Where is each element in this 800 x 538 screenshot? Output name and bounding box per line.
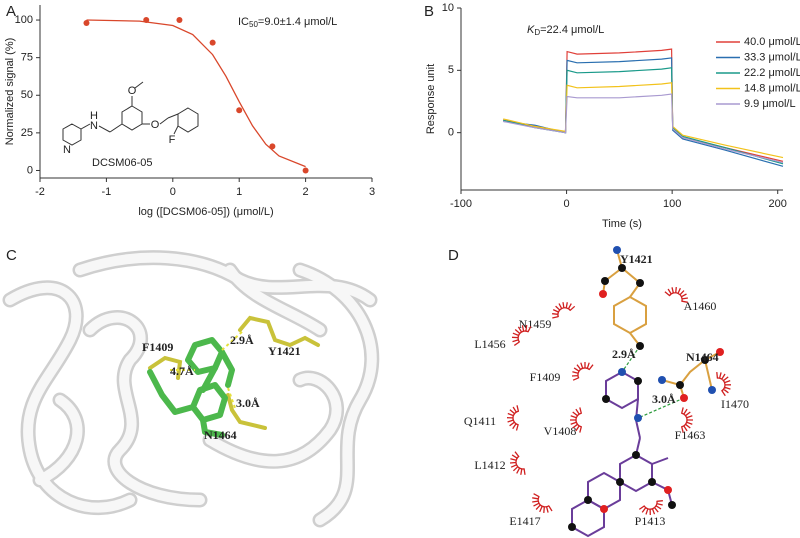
x-tick-label: -1 — [102, 186, 112, 198]
hydrophobic-contact — [638, 500, 663, 516]
molecule — [62, 81, 199, 146]
residue-label: F1409 — [530, 370, 561, 384]
sensorgram-line — [503, 82, 784, 159]
residue-label: I1470 — [721, 397, 749, 411]
atom-label: N — [63, 144, 71, 156]
data-point — [236, 107, 243, 114]
panel-label: D — [448, 247, 459, 264]
y-tick-label: 10 — [442, 2, 454, 14]
distance-label: 2.9Å — [612, 347, 636, 361]
hydrophobic-contact — [509, 451, 526, 475]
hydrophobic-contact — [716, 372, 732, 397]
residue-label: V1408 — [544, 424, 577, 438]
annotation: IC50=9.0±1.4 μmol/L — [238, 16, 337, 29]
ligplot-bonds — [571, 249, 721, 538]
annotation-symbol: K — [527, 24, 535, 36]
residue-label: P1413 — [635, 514, 666, 528]
residue-label: Q1411 — [464, 414, 496, 428]
data-point — [209, 39, 216, 46]
hydrophobic-contact — [552, 302, 576, 319]
annotation-text: =22.4 μmol/L — [540, 24, 604, 36]
residue-label: F1409 — [142, 340, 173, 354]
data-point — [143, 17, 150, 24]
residue-label: L1412 — [474, 458, 505, 472]
y-tick-label: 50 — [21, 89, 33, 101]
hydrophobic-contact — [511, 325, 532, 346]
residue-label: L1456 — [474, 337, 505, 351]
y-tick-label: 75 — [21, 52, 33, 64]
annotation: KD=22.4 μmol/L — [527, 24, 604, 37]
legend-label: 22.2 μmol/L — [744, 67, 800, 79]
x-tick-label: 3 — [369, 186, 375, 198]
atom-label: O — [128, 85, 137, 97]
ligplot-atoms — [568, 246, 724, 531]
atom-label: F — [169, 134, 176, 146]
x-tick-label: -100 — [450, 198, 472, 210]
legend-label: 33.3 μmol/L — [744, 51, 800, 63]
annotation-subscript: D — [534, 28, 540, 37]
atom-label: N — [90, 120, 98, 132]
residue-label: Y1421 — [268, 344, 301, 358]
legend-label: 40.0 μmol/L — [744, 36, 800, 48]
ligand-sticks — [147, 337, 235, 438]
residue-label: E1417 — [509, 514, 540, 528]
y-tick-label: 25 — [21, 127, 33, 139]
residue-label: N1464 — [686, 350, 719, 364]
x-axis-title: log ([DCSM06-05]) (μmol/L) — [138, 206, 273, 218]
hydrophobic-contact — [681, 407, 693, 433]
distance-label: 3.0Å — [652, 392, 676, 406]
y-axis-title: Response unit — [425, 64, 437, 134]
annotation-symbol: IC — [238, 16, 249, 28]
legend-label: 14.8 μmol/L — [744, 82, 800, 94]
distance-label: 2.9Å — [230, 333, 254, 347]
y-tick-label: 0 — [27, 164, 33, 176]
sensorgram-line — [503, 57, 784, 167]
protein-ribbons — [2, 250, 380, 528]
hydrophobic-contact — [506, 405, 520, 431]
data-point — [176, 17, 183, 24]
hydrophobic-contact — [532, 493, 553, 513]
x-tick-label: 100 — [663, 198, 681, 210]
residue-label: Y1421 — [620, 252, 653, 266]
residue-label: A1460 — [684, 299, 717, 313]
hydrophobic-contact — [570, 407, 582, 433]
data-point — [83, 20, 90, 27]
sensorgram-line — [503, 93, 784, 164]
hydrophobic-contact — [571, 362, 594, 381]
y-tick-label: 0 — [448, 127, 454, 139]
ligplot-hbonds — [621, 345, 685, 419]
atom-label: O — [151, 119, 160, 131]
residue-label: N1464 — [204, 428, 237, 442]
data-point — [302, 167, 309, 174]
panel-label: B — [424, 3, 434, 20]
distance-label: 3.0Å — [236, 396, 260, 410]
panel-label: C — [6, 247, 17, 264]
sensorgram-line — [503, 67, 784, 165]
data-point — [269, 143, 276, 150]
y-axis-title: Normalized signal (%) — [4, 38, 16, 146]
x-tick-label: 1 — [236, 186, 242, 198]
distance-label: 4.7Å — [170, 364, 194, 378]
x-tick-label: 2 — [303, 186, 309, 198]
compound-name: DCSM06-05 — [92, 157, 153, 169]
annotation-text: =9.0±1.4 μmol/L — [258, 16, 337, 28]
residue-label: F1463 — [675, 428, 706, 442]
legend-label: 9.9 μmol/L — [744, 98, 796, 110]
annotation-subscript: 50 — [249, 20, 258, 29]
h-bonds — [170, 329, 245, 409]
atom-label: H — [90, 110, 98, 122]
x-tick-label: 200 — [769, 198, 787, 210]
sensorgram-line — [503, 48, 784, 162]
hydrophobic-contact — [664, 287, 688, 303]
y-tick-label: 5 — [448, 64, 454, 76]
x-tick-label: -2 — [35, 186, 45, 198]
x-tick-label: 0 — [170, 186, 176, 198]
y-tick-label: 100 — [15, 14, 33, 26]
panel-label: A — [6, 3, 16, 20]
x-tick-label: 0 — [564, 198, 570, 210]
x-axis-title: Time (s) — [602, 218, 642, 230]
